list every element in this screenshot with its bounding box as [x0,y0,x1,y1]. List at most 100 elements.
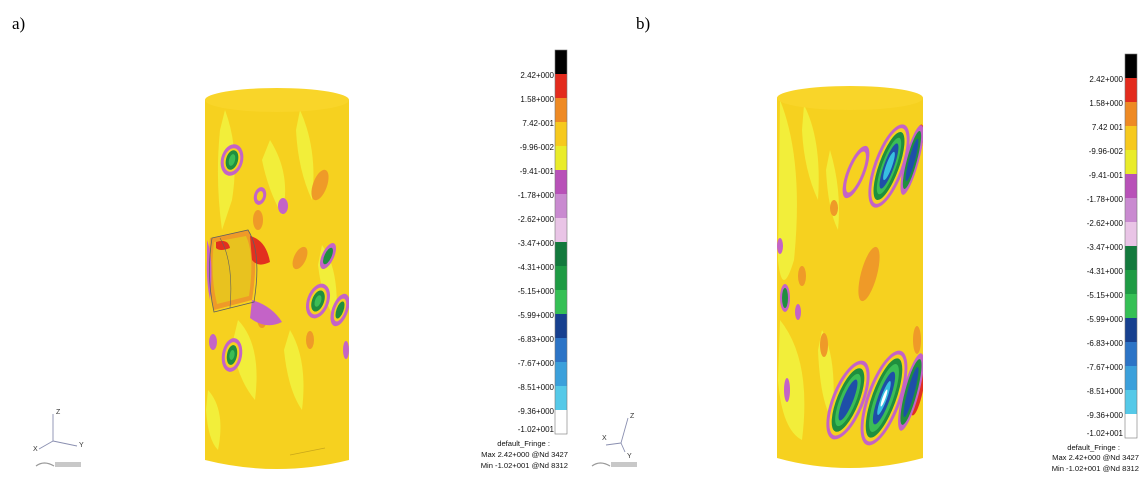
colorbar-tick-label: -1.78+000 [518,191,555,200]
colorbar-segment [1125,246,1137,270]
colorbar-tick-label: -4.31+000 [1087,267,1124,276]
colorbar-tick-label: -5.15+000 [1087,291,1124,300]
colorbar-tick-label: 2.42+000 [1089,75,1123,84]
colorbar-tick-label: -9.41-001 [1089,171,1124,180]
colorbar-segment [1125,270,1137,294]
axis-x-label-a: X [33,446,38,453]
colorbar-tick-label: -9.41-001 [520,167,555,176]
colorbar-tick-label: -9.36+000 [1087,411,1124,420]
dimple-b5 [860,350,908,446]
axis-triad-b [605,417,629,453]
fringe-max-b: Max 2.42+000 @Nd 3427 [1052,453,1139,462]
colorbar-tick-label: -6.83+000 [1087,339,1124,348]
dimple-b1 [842,145,870,199]
dimple-a2 [305,283,331,319]
colorbar-segment [555,146,567,170]
dimple-a3 [330,293,349,327]
colorbar-tick-label: -5.99+000 [518,311,555,320]
colorbar-tick-label: 1.58+000 [1089,99,1123,108]
colorbar-segment [555,218,567,242]
colorbar-segment [555,290,567,314]
software-logo-b [591,462,637,467]
panel-a: a) [12,14,568,470]
axis-triad-a [38,414,78,450]
panel-label-b: b) [636,14,651,33]
cylinder-fringe-plot-a: 2.42+000 1.58+000 7.42-001 -9.96-002 -9.… [33,49,568,470]
colorbar-tick-label: -5.99+000 [1087,315,1124,324]
axis-y-label-b: Y [627,453,632,460]
colorbar-tick-label: -3.47+000 [518,239,555,248]
axis-y-label-a: Y [79,442,84,449]
colorbar-tick-label: 7.42 001 [1092,123,1124,132]
colorbar-segment [555,50,567,74]
cylinder-fringe-plot-b: 2.42+000 1.58+000 7.42 001 -9.96-002 -9.… [591,53,1139,473]
colorbar-tick-label: -2.62+000 [1087,219,1124,228]
colorbar-tick-label: 2.42+000 [520,71,554,80]
colorbar-tick-label: -9.96-002 [520,143,555,152]
colorbar-segment [1125,78,1137,102]
colorbar-tick-labels-b: 2.42+000 1.58+000 7.42 001 -9.96-002 -9.… [1087,75,1124,438]
colorbar-segment [1125,102,1137,126]
fringe-title-a: default_Fringe : [497,439,550,448]
colorbar-segment [1125,54,1137,78]
colorbar-segment [1125,390,1137,414]
cylinder-body-a [205,100,349,469]
colorbar-tick-label: -9.36+000 [518,407,555,416]
colorbar-frame [1124,53,1138,439]
dimple-b4 [826,360,870,440]
colorbar-segment [1125,126,1137,150]
colorbar-tick-labels-a: 2.42+000 1.58+000 7.42-001 -9.96-002 -9.… [518,71,555,434]
colorbar-b [1124,53,1138,439]
axis-x-label-b: X [602,435,607,442]
axis-z-label-b: Z [630,413,635,420]
colorbar-tick-label: -1.02+001 [518,425,555,434]
panel-label-a: a) [12,14,26,33]
dimple-a5 [221,338,243,372]
dimple-b6 [898,353,923,431]
colorbar-segment [1125,414,1137,438]
colorbar-tick-label: -4.31+000 [518,263,555,272]
fringe-min-a: Min -1.02+001 @Nd 8312 [481,461,568,470]
axis-z-label-a: Z [56,409,61,416]
colorbar-tick-label: -7.67+000 [518,359,555,368]
colorbar-segment [1125,198,1137,222]
colorbar-segment [1125,342,1137,366]
colorbar-frame [554,49,568,435]
dimple-b2 [868,124,910,208]
colorbar-segment [1125,222,1137,246]
fringe-title-b: default_Fringe : [1067,443,1120,452]
colorbar-tick-label: -6.83+000 [518,335,555,344]
panel-b: b) [572,0,1143,479]
colorbar-segment [555,338,567,362]
colorbar-segment [1125,174,1137,198]
colorbar-tick-label: -5.15+000 [518,287,555,296]
colorbar-tick-label: 1.58+000 [520,95,554,104]
fringe-min-b: Min -1.02+001 @Nd 8312 [1052,464,1139,473]
colorbar-segment [555,194,567,218]
colorbar-segment [1125,150,1137,174]
colorbar-segment [555,266,567,290]
colorbar-tick-label: -8.51+000 [518,383,555,392]
colorbar-a [554,49,568,435]
colorbar-tick-label: -8.51+000 [1087,387,1124,396]
cylinder-top-a [205,88,349,112]
colorbar-segment [555,362,567,386]
colorbar-tick-label: 7.42-001 [522,119,554,128]
colorbar-segment [555,314,567,338]
colorbar-tick-label: -2.62+000 [518,215,555,224]
colorbar-tick-label: -9.96-002 [1089,147,1124,156]
colorbar-segment [555,170,567,194]
colorbar-segment [555,122,567,146]
colorbar-segment [555,98,567,122]
colorbar-tick-label: -3.47+000 [1087,243,1124,252]
colorbar-segment [1125,366,1137,390]
colorbar-segment [555,242,567,266]
dimple-a4 [319,243,337,269]
colorbar-segment [1125,294,1137,318]
colorbar-segment [555,386,567,410]
cylinder-body-b [777,98,923,468]
fringe-max-a: Max 2.42+000 @Nd 3427 [481,450,568,459]
cylinder-top-b [777,86,923,110]
colorbar-segment [555,74,567,98]
colorbar-tick-label: -1.78+000 [1087,195,1124,204]
